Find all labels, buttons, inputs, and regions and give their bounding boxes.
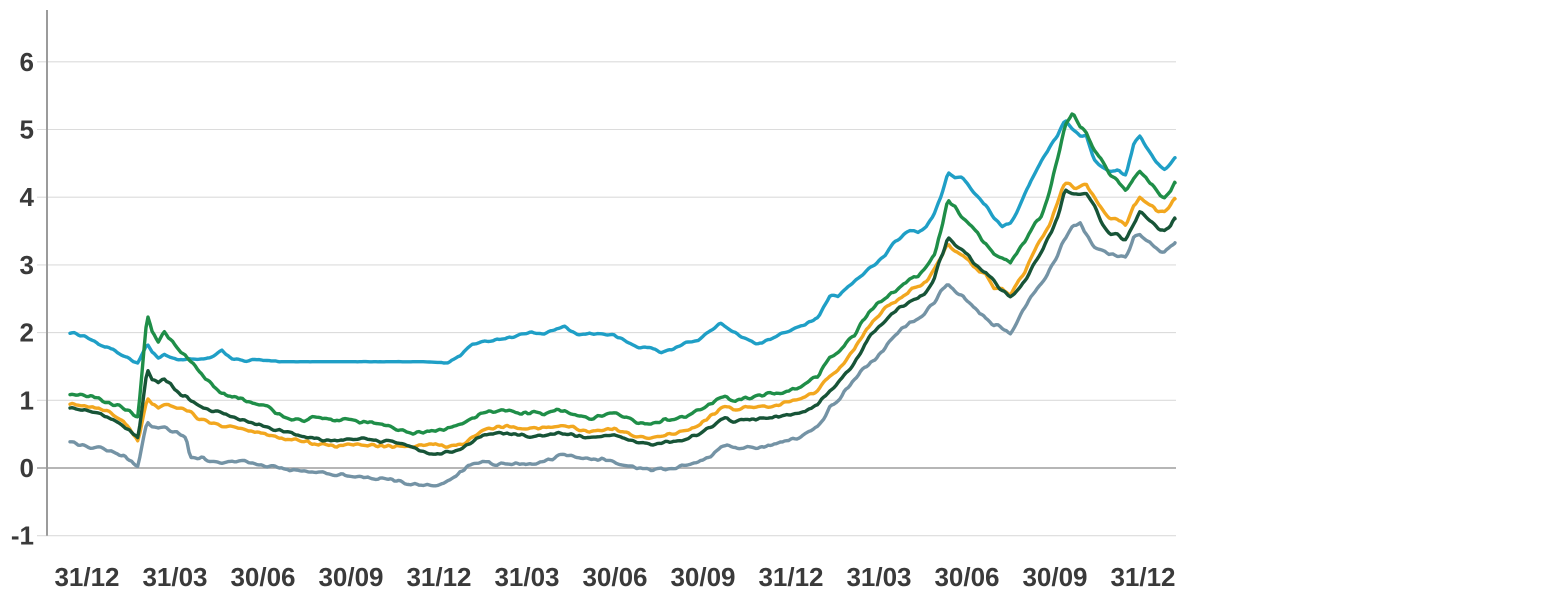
x-tick-label-5: 31/03 [494,562,559,592]
series-line-dark-green [68,188,1177,456]
x-tick-label-12: 31/12 [1110,562,1175,592]
series-line-orange [68,181,1177,449]
x-tick-label-8: 31/12 [758,562,823,592]
series-line-slate-gray [68,221,1177,488]
y-tick-label-4: 4 [20,182,35,212]
y-tick-label-6: 6 [20,47,34,77]
y-tick-label-5: 5 [20,115,34,145]
x-tick-label-2: 30/06 [230,562,295,592]
series-line-green [68,112,1177,436]
y-tick-label-3: 3 [20,250,34,280]
y-tick-label--1: -1 [11,521,34,551]
y-tick-label-2: 2 [20,318,34,348]
x-tick-label-10: 30/06 [934,562,999,592]
x-tick-label-6: 30/06 [582,562,647,592]
x-tick-label-0: 31/12 [54,562,119,592]
x-tick-label-11: 30/09 [1022,562,1087,592]
y-tick-label-0: 0 [20,453,34,483]
x-tick-label-7: 30/09 [670,562,735,592]
x-tick-label-9: 31/03 [846,562,911,592]
y-tick-label-1: 1 [20,385,34,415]
series-line-light-blue [68,119,1177,365]
x-tick-label-4: 31/12 [406,562,471,592]
x-tick-label-1: 31/03 [142,562,207,592]
x-tick-label-3: 30/09 [318,562,383,592]
